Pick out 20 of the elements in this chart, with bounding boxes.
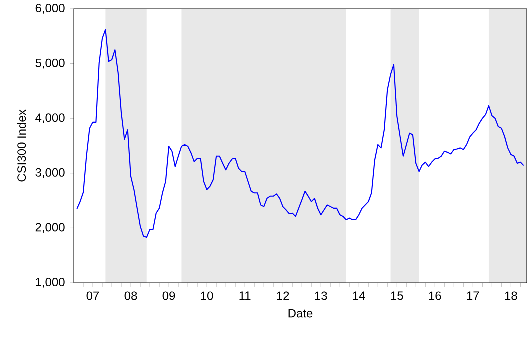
x-tick-label: 09 [162,292,176,300]
x-tick-label: 16 [429,292,442,300]
x-tick-label: 15 [391,292,404,300]
y-tick-label: 3,000 [36,168,65,178]
x-tick-label: 07 [86,292,100,300]
x-tick-label: 11 [240,292,251,300]
y-tick-label: 2,000 [36,223,65,234]
y-tick-label: 6,000 [36,4,65,14]
x-tick-label: 13 [315,292,328,300]
y-axis-title: CSI300 Index [17,110,26,182]
x-axis-title: Date [288,309,313,318]
y-tick-label: 1,000 [36,278,65,288]
x-tick-label: 10 [201,292,214,300]
x-tick-label: 17 [467,292,480,300]
x-tick-label: 12 [277,292,290,300]
x-tick-label: 18 [505,292,518,300]
x-tick-label: 14 [353,292,366,300]
y-tick-label: 4,000 [36,114,65,124]
x-tick-label: 08 [124,292,138,300]
y-tick-label: 5,000 [36,58,65,69]
